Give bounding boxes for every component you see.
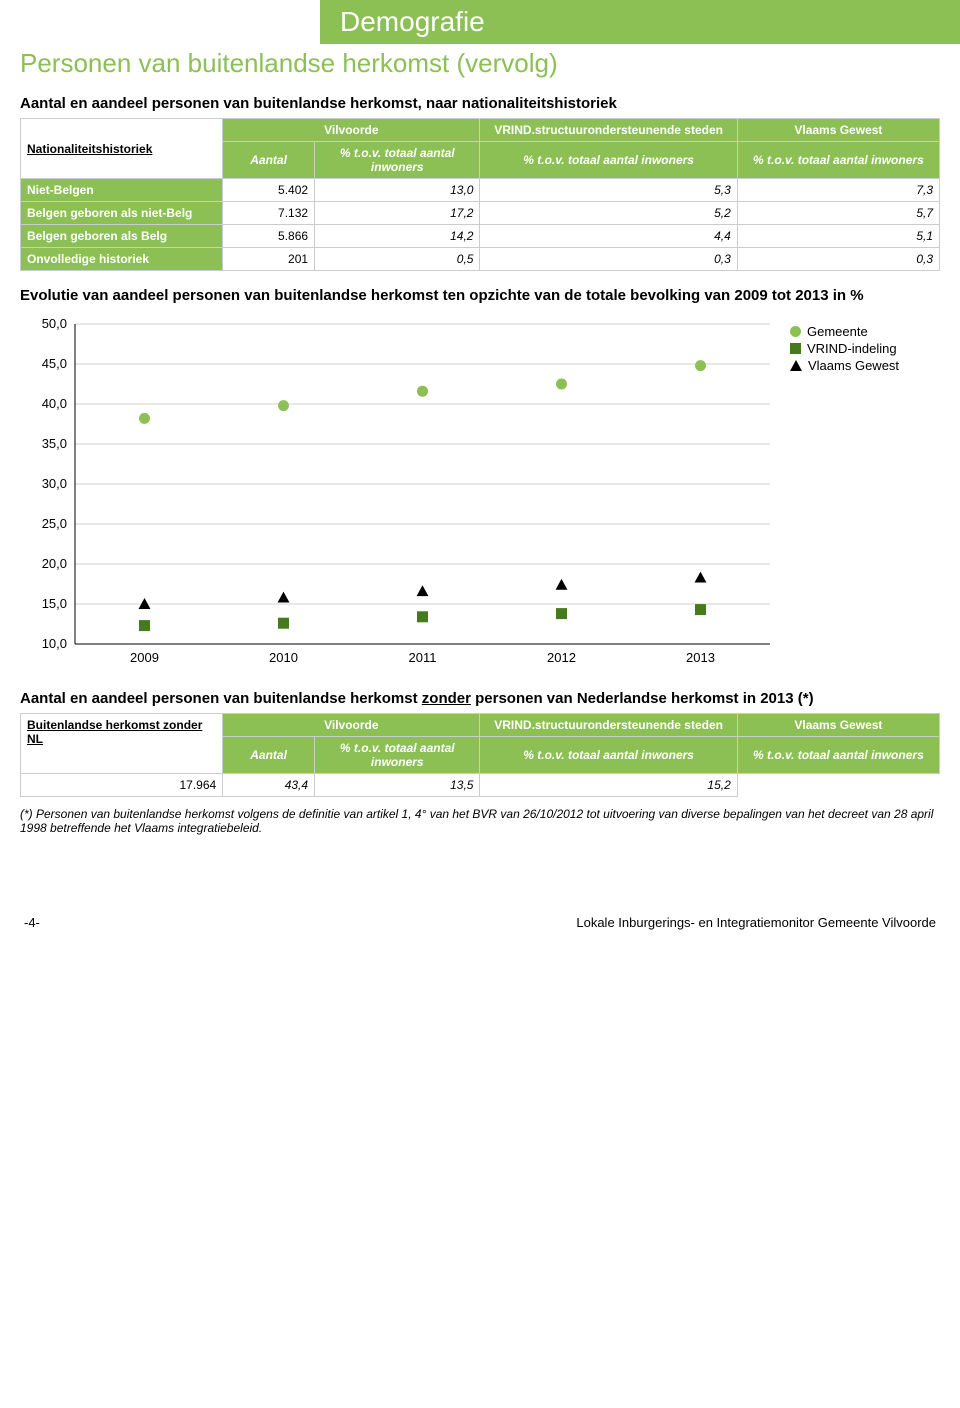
table1-subcol-0: Aantal <box>223 142 315 179</box>
table2-subcol-0: Aantal <box>223 737 315 774</box>
table1-cell-2-3: 5,1 <box>737 225 939 248</box>
table1-cell-1-1: 17,2 <box>315 202 480 225</box>
table1-subcol-2: % t.o.v. totaal aantal inwoners <box>480 142 737 179</box>
svg-text:2011: 2011 <box>409 650 437 665</box>
table1-cell-0-3: 7,3 <box>737 179 939 202</box>
svg-text:20,0: 20,0 <box>42 556 67 571</box>
table2-colgroup-2: Vlaams Gewest <box>737 714 939 737</box>
svg-text:2009: 2009 <box>130 650 159 665</box>
section1-heading: Aantal en aandeel personen van buitenlan… <box>20 95 940 112</box>
table2-colgroup-0: Vilvoorde <box>223 714 480 737</box>
svg-text:15,0: 15,0 <box>42 596 67 611</box>
table1-cell-0-2: 5,3 <box>480 179 737 202</box>
table1-cell-3-3: 0,3 <box>737 248 939 271</box>
section3-heading-a: Aantal en aandeel personen van buitenlan… <box>20 690 422 707</box>
section2-heading: Evolutie van aandeel personen van buiten… <box>20 287 940 304</box>
table-nationaliteitshistoriek: Nationaliteitshistoriek Vilvoorde VRIND.… <box>20 118 940 271</box>
table1-subcol-1: % t.o.v. totaal aantal inwoners <box>315 142 480 179</box>
table2-colgroup-1: VRIND.structuurondersteunende steden <box>480 714 737 737</box>
table1-cell-2-0: 5.866 <box>223 225 315 248</box>
table1-cell-2-1: 14,2 <box>315 225 480 248</box>
table1-cell-3-0: 201 <box>223 248 315 271</box>
table1-cell-2-2: 4,4 <box>480 225 737 248</box>
svg-text:35,0: 35,0 <box>42 436 67 451</box>
table1-rowlabel-2: Belgen geboren als Belg <box>21 225 223 248</box>
footer-page-num: -4- <box>24 915 40 930</box>
table-zonder-nl: Buitenlandse herkomst zonder NL Vilvoord… <box>20 713 940 797</box>
table1-cell-3-2: 0,3 <box>480 248 737 271</box>
table1-rowlabel-0: Niet-Belgen <box>21 179 223 202</box>
chart-legend: Gemeente VRIND-indeling Vlaams Gewest <box>790 324 899 375</box>
svg-text:45,0: 45,0 <box>42 356 67 371</box>
table1-colgroup-1: VRIND.structuurondersteunende steden <box>480 119 737 142</box>
table2-subcol-3: % t.o.v. totaal aantal inwoners <box>737 737 939 774</box>
table1-cell-0-0: 5.402 <box>223 179 315 202</box>
svg-text:10,0: 10,0 <box>42 636 67 651</box>
table2-cell-1: 43,4 <box>223 774 315 797</box>
section3-heading: Aantal en aandeel personen van buitenlan… <box>20 690 940 707</box>
table1-colgroup-2: Vlaams Gewest <box>737 119 939 142</box>
table2-subcol-2: % t.o.v. totaal aantal inwoners <box>480 737 737 774</box>
table2-cell-0: 17.964 <box>21 774 223 797</box>
table1-cell-1-2: 5,2 <box>480 202 737 225</box>
table1-rowlabel-1: Belgen geboren als niet-Belg <box>21 202 223 225</box>
legend-vrind-indeling: VRIND-indeling <box>790 341 899 356</box>
svg-text:2012: 2012 <box>547 650 576 665</box>
table2-corner: Buitenlandse herkomst zonder NL <box>21 714 223 774</box>
svg-text:25,0: 25,0 <box>42 516 67 531</box>
table1-subcol-3: % t.o.v. totaal aantal inwoners <box>737 142 939 179</box>
svg-text:50,0: 50,0 <box>42 316 67 331</box>
svg-text:40,0: 40,0 <box>42 396 67 411</box>
table2-cell-3: 15,2 <box>480 774 737 797</box>
svg-text:2013: 2013 <box>686 650 715 665</box>
svg-text:2010: 2010 <box>269 650 298 665</box>
section3-heading-u: zonder <box>422 690 471 707</box>
table1-cell-1-0: 7.132 <box>223 202 315 225</box>
svg-text:30,0: 30,0 <box>42 476 67 491</box>
table2-cell-2: 13,5 <box>315 774 480 797</box>
legend-vlaams-gewest: Vlaams Gewest <box>790 358 899 373</box>
table1-cell-1-3: 5,7 <box>737 202 939 225</box>
page-subtitle: Personen van buitenlandse herkomst (verv… <box>20 48 940 79</box>
table1-colgroup-0: Vilvoorde <box>223 119 480 142</box>
table1-corner: Nationaliteitshistoriek <box>21 119 223 179</box>
footnote: (*) Personen van buitenlandse herkomst v… <box>20 807 940 835</box>
page-banner: Demografie <box>320 0 960 44</box>
footer-source: Lokale Inburgerings- en Integratiemonito… <box>576 915 936 930</box>
table1-rowlabel-3: Onvolledige historiek <box>21 248 223 271</box>
table2-subcol-1: % t.o.v. totaal aantal inwoners <box>315 737 480 774</box>
table1-cell-3-1: 0,5 <box>315 248 480 271</box>
legend-gemeente: Gemeente <box>790 324 899 339</box>
section3-heading-b: personen van Nederlandse herkomst in 201… <box>471 690 814 707</box>
evolution-chart: 10,0 15,0 20,0 25,0 30,0 35,0 40,0 45,0 50,0 2009… <box>20 314 940 674</box>
table1-cell-0-1: 13,0 <box>315 179 480 202</box>
